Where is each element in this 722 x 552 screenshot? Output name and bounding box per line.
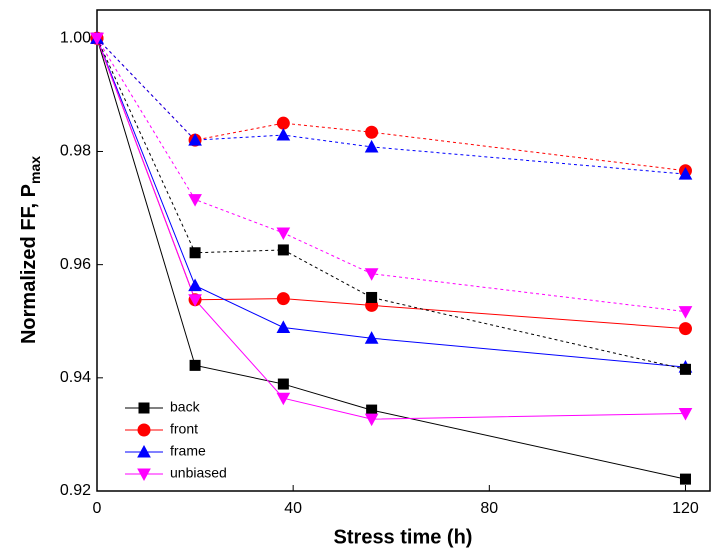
plot-frame bbox=[96, 9, 711, 492]
legend-label: unbiased bbox=[170, 465, 227, 481]
marker bbox=[90, 32, 104, 46]
marker bbox=[365, 125, 379, 139]
marker bbox=[276, 392, 291, 406]
marker bbox=[364, 139, 379, 153]
legend-marker bbox=[137, 444, 151, 458]
marker bbox=[276, 116, 290, 130]
series-line bbox=[96, 38, 686, 368]
legend-label: back bbox=[170, 399, 201, 415]
marker bbox=[364, 331, 379, 344]
y-axis-label-main: Normalized FF, P bbox=[18, 184, 40, 344]
x-tick-label: 40 bbox=[284, 500, 302, 517]
marker bbox=[276, 320, 291, 333]
marker bbox=[679, 363, 691, 375]
y-tick-label: 0.98 bbox=[60, 143, 91, 160]
series-line bbox=[96, 38, 686, 370]
marker bbox=[189, 247, 201, 259]
marker bbox=[276, 128, 291, 141]
marker bbox=[366, 291, 378, 303]
series-line bbox=[96, 38, 686, 313]
legend-marker bbox=[138, 402, 150, 414]
marker bbox=[188, 278, 202, 292]
y-axis-label: Normalized FF, Pmax bbox=[18, 156, 42, 344]
legend-label: frame bbox=[170, 443, 206, 459]
legend-label: front bbox=[170, 421, 198, 437]
y-axis-label-sub: max bbox=[27, 156, 43, 184]
series-line bbox=[96, 38, 686, 420]
marker bbox=[189, 359, 201, 371]
marker bbox=[276, 227, 291, 241]
marker bbox=[188, 194, 202, 207]
marker bbox=[188, 294, 202, 307]
marker bbox=[366, 404, 378, 416]
x-tick-label: 80 bbox=[480, 500, 498, 517]
legend-marker bbox=[137, 423, 151, 437]
y-tick-label: 0.96 bbox=[60, 256, 91, 273]
marker bbox=[277, 244, 289, 256]
marker bbox=[679, 473, 691, 485]
marker bbox=[364, 413, 379, 427]
marker bbox=[678, 407, 693, 421]
marker bbox=[277, 378, 289, 390]
series-line bbox=[96, 37, 686, 172]
marker bbox=[678, 306, 693, 319]
marker bbox=[678, 167, 693, 180]
y-tick-label: 1.00 bbox=[60, 30, 91, 47]
x-tick-label: 0 bbox=[93, 500, 102, 517]
series-line bbox=[96, 37, 686, 175]
x-axis-label: Stress time (h) bbox=[334, 526, 473, 548]
y-tick-label: 0.94 bbox=[60, 369, 91, 386]
marker bbox=[364, 268, 379, 281]
x-tick-label: 120 bbox=[672, 500, 699, 517]
marker bbox=[188, 133, 202, 146]
y-tick-label: 0.92 bbox=[60, 482, 91, 499]
marker bbox=[276, 292, 290, 306]
legend-marker bbox=[137, 468, 151, 482]
marker bbox=[678, 322, 692, 336]
